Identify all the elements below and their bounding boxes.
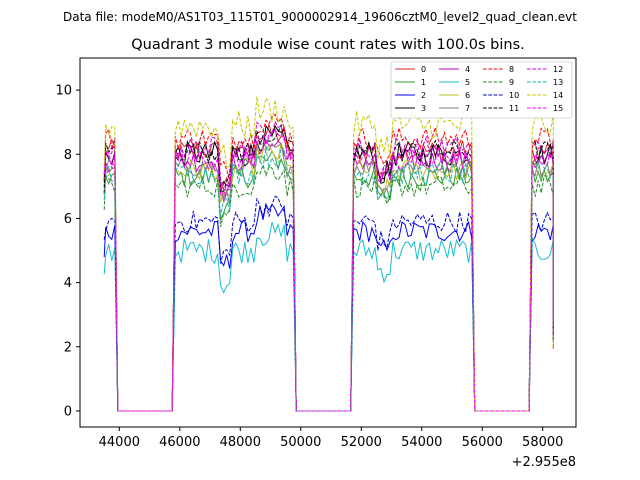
y-tick-label: 4	[64, 276, 72, 291]
y-tick-label: 6	[64, 212, 72, 227]
legend-label-7: 7	[465, 104, 470, 113]
legend-label-2: 2	[421, 91, 426, 100]
x-tick-label: 46000	[159, 435, 200, 450]
legend-label-13: 13	[553, 78, 563, 87]
legend-frame	[390, 61, 573, 119]
x-tick-label: 56000	[462, 435, 503, 450]
x-tick-label: 48000	[220, 435, 261, 450]
series-line-15	[103, 129, 554, 412]
legend-label-15: 15	[553, 104, 563, 113]
y-tick-label: 0	[64, 404, 72, 419]
legend-label-0: 0	[421, 65, 426, 74]
legend-label-14: 14	[553, 91, 563, 100]
x-tick-label: 50000	[280, 435, 321, 450]
x-offset-label: +2.955e8	[512, 455, 576, 470]
x-tick-label: 52000	[341, 435, 382, 450]
y-tick-label: 10	[55, 84, 72, 99]
y-tick-label: 8	[64, 148, 72, 163]
x-axis: 44000 46000 48000 50000 52000 54000 56000 58000	[99, 427, 563, 450]
x-tick-label: 54000	[401, 435, 442, 450]
legend-label-3: 3	[421, 104, 426, 113]
x-tick-label: 44000	[99, 435, 140, 450]
chart-title: Quadrant 3 module wise count rates with …	[131, 37, 525, 53]
legend-label-11: 11	[509, 104, 519, 113]
legend-label-6: 6	[465, 91, 470, 100]
legend-label-12: 12	[553, 65, 563, 74]
x-tick-label: 58000	[522, 435, 563, 450]
y-tick-label: 2	[64, 340, 72, 355]
axes-frame	[79, 57, 577, 428]
suptitle: Data file: modeM0/AS1T03_115T01_90000029…	[63, 10, 577, 24]
legend-label-8: 8	[509, 65, 514, 74]
legend-label-10: 10	[509, 91, 519, 100]
legend-label-4: 4	[465, 65, 470, 74]
legend-label-1: 1	[421, 78, 426, 87]
axes-background	[80, 58, 576, 427]
legend-label-9: 9	[509, 78, 514, 87]
y-axis: 0 2 4 6 8 10	[55, 84, 80, 419]
series-layer	[103, 96, 554, 412]
legend-label-5: 5	[465, 78, 470, 87]
plot-area: 44000 46000 48000 50000 52000 54000 56000 58000…	[55, 57, 577, 470]
